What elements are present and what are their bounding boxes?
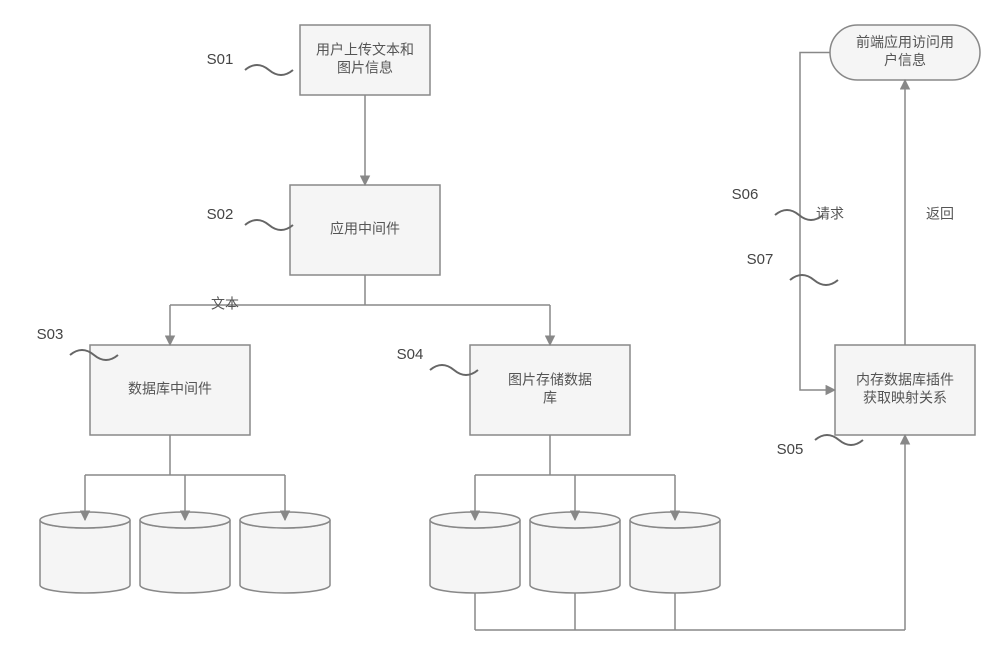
s04_box-label-1: 库 [543, 390, 557, 406]
s05_box-label-1: 获取映射关系 [863, 390, 947, 406]
return_label: 返回 [926, 206, 954, 222]
step-s01: S01 [207, 51, 234, 68]
request_label: 请求 [816, 206, 844, 222]
squiggle-s01 [245, 65, 293, 75]
step-s03: S03 [37, 326, 64, 343]
txt_db2 [140, 520, 230, 593]
s05_box-label-0: 内存数据库插件 [856, 372, 954, 388]
img_db3 [630, 520, 720, 593]
s02_box-label-0: 应用中间件 [330, 221, 400, 237]
text_label: 文本 [211, 296, 239, 312]
s04_box-label-0: 图片存储数据 [508, 372, 592, 388]
step-s06: S06 [732, 186, 759, 203]
frontend-label-0: 前端应用访问用 [856, 34, 954, 50]
step-s05: S05 [777, 441, 804, 458]
s01_box-label-1: 图片信息 [337, 60, 393, 76]
img_db2 [530, 520, 620, 593]
img_db1 [430, 520, 520, 593]
squiggle-s02 [245, 220, 293, 230]
frontend-label-1: 户信息 [884, 52, 926, 68]
step-s04: S04 [397, 346, 424, 363]
s01_box-label-0: 用户上传文本和 [316, 42, 414, 58]
squiggle-s05 [815, 435, 863, 445]
s03_box-label-0: 数据库中间件 [128, 381, 212, 397]
step-s07: S07 [747, 251, 774, 268]
squiggle-s07 [790, 275, 838, 285]
step-s02: S02 [207, 206, 234, 223]
txt_db1 [40, 520, 130, 593]
txt_db3 [240, 520, 330, 593]
